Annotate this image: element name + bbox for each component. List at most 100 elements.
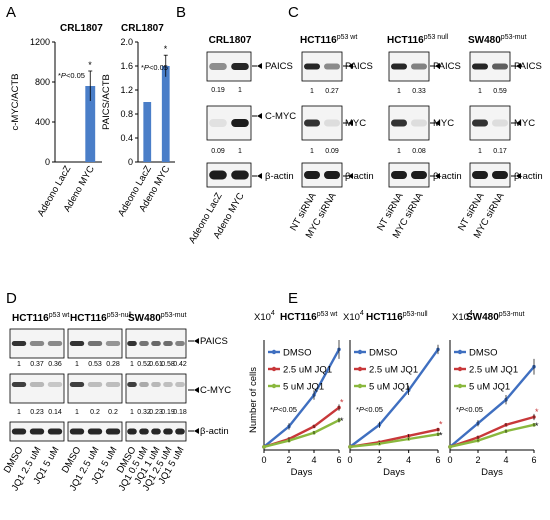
significance-star: *	[439, 420, 443, 430]
y-tick-label: 0	[128, 157, 133, 167]
blot-band	[139, 428, 149, 435]
blot-band	[472, 63, 488, 70]
quant-value: 1	[238, 148, 242, 155]
quant-value: 1	[130, 361, 134, 368]
quant-value: 0.19	[161, 409, 175, 416]
panel-e-chart-title: HCT116p53-null	[366, 311, 428, 323]
legend-marker	[357, 349, 363, 355]
legend-marker	[271, 366, 277, 372]
legend-marker	[271, 383, 277, 389]
quant-value: 0.2	[108, 409, 118, 416]
blot-band	[304, 63, 320, 70]
p-value-annotation: *P<0.05	[356, 405, 383, 414]
blot-band	[151, 428, 161, 435]
quant-value: 1	[17, 361, 21, 368]
blot-d-paics	[67, 328, 123, 359]
blot-label-actin: β-actin	[514, 171, 543, 182]
y-tick-label: 1.2	[120, 85, 133, 95]
quant-value: 0.09	[211, 148, 225, 155]
x-tick-label: 4	[311, 455, 316, 465]
blot-label-actin: β-actin	[265, 171, 294, 182]
blot-band	[391, 119, 407, 127]
x-tick-label: 2	[377, 455, 382, 465]
quant-value: 0.53	[88, 361, 102, 368]
quant-value: 1	[478, 148, 482, 155]
series-2-5-um-jq1: 2.5 uM JQ1	[448, 365, 536, 449]
x-tick-label: 2	[286, 455, 291, 465]
panel-d-group-title: SW480p53-mut	[128, 312, 187, 324]
legend-entry: 5 uM JQ1	[469, 382, 510, 393]
blot-d-actin	[125, 421, 187, 442]
arrow-c-actin-head	[348, 173, 353, 179]
blot-b-paics	[206, 51, 252, 82]
x-tick-label: 2	[475, 455, 480, 465]
blot-c-myc	[388, 105, 430, 141]
panel-b-title: CRL1807	[209, 35, 252, 46]
blot-band	[391, 171, 407, 179]
y-multiplier: X104	[254, 310, 275, 323]
x-tick-label: 4	[406, 455, 411, 465]
quant-value: 0.61	[149, 361, 163, 368]
quant-value: 0.59	[493, 88, 507, 95]
panel-c-group-title: HCT116p53 null	[387, 34, 449, 46]
significance-star: *	[164, 44, 168, 54]
blot-b-myc	[206, 105, 252, 141]
blot-band	[231, 170, 249, 180]
quant-value: 0.33	[412, 88, 426, 95]
blot-band	[163, 428, 173, 435]
blot-band	[127, 341, 137, 346]
quant-value: 0.36	[48, 361, 62, 368]
bar	[161, 66, 170, 162]
series-5-um-jq1: 5 uM JQ1	[448, 382, 536, 449]
quant-value: 1	[17, 409, 21, 416]
quant-value: 1	[75, 409, 79, 416]
arrow-d-actin-head	[194, 428, 199, 434]
blot-band	[209, 170, 227, 180]
blot-band	[411, 119, 427, 127]
panel-e-chart-1: X104 HCT116p53 wt 0 2 4 6 Days Number of cells D…	[248, 310, 344, 478]
blot-d-myc	[9, 373, 65, 404]
quant-value: 0.37	[30, 361, 44, 368]
significance-star: *	[340, 416, 344, 426]
x-tick-label: 0	[447, 455, 452, 465]
blot-band	[47, 428, 63, 435]
blot-band	[304, 119, 320, 127]
series-line	[349, 433, 439, 449]
blot-band	[175, 341, 185, 346]
significance-star: *	[535, 421, 539, 431]
arrow-b-myc-head	[257, 113, 262, 119]
y-tick-label: 0	[45, 157, 50, 167]
quant-value: 1	[130, 409, 134, 416]
data-point	[448, 445, 452, 449]
blot-band	[411, 171, 427, 179]
x-tick-label: 6	[336, 455, 341, 465]
blot-band	[411, 63, 427, 70]
blot-c-paics	[388, 51, 430, 82]
blot-band	[127, 428, 137, 435]
blot-band	[11, 382, 27, 387]
blot-b-actin	[206, 162, 252, 188]
blot-label-myc: C-MYC	[265, 111, 296, 122]
quant-value: 0.23	[149, 409, 163, 416]
quant-value: 0.58	[161, 361, 175, 368]
blot-label-paics: PAICS	[514, 61, 542, 72]
panel-e-chart-title: SW480p53-mut	[466, 311, 525, 323]
blot-band	[209, 119, 227, 127]
panel-a-chart-title: CRL1807	[121, 23, 164, 34]
y-tick-label: 2.0	[120, 37, 133, 47]
arrow-c-paics-head	[516, 63, 521, 69]
arrow-d-myc-head	[194, 387, 199, 393]
legend-entry: 5 uM JQ1	[369, 382, 410, 393]
blot-band	[175, 428, 185, 435]
legend-marker	[271, 349, 277, 355]
panel-label-b: B	[176, 4, 186, 21]
blot-label-myc: MYC	[433, 118, 454, 129]
y-tick-label: 400	[35, 117, 50, 127]
y-tick-label: 0.8	[120, 109, 133, 119]
arrow-c-actin-head	[435, 173, 440, 179]
y-axis-label: PAICS/ACTB	[101, 74, 112, 130]
panel-e-chart-2: X104 HCT116p53-null 0 2 4 6 Days DMSO 2.5 uM JQ1…	[343, 310, 443, 478]
y-multiplier: X104	[343, 310, 364, 323]
bar	[85, 86, 96, 162]
